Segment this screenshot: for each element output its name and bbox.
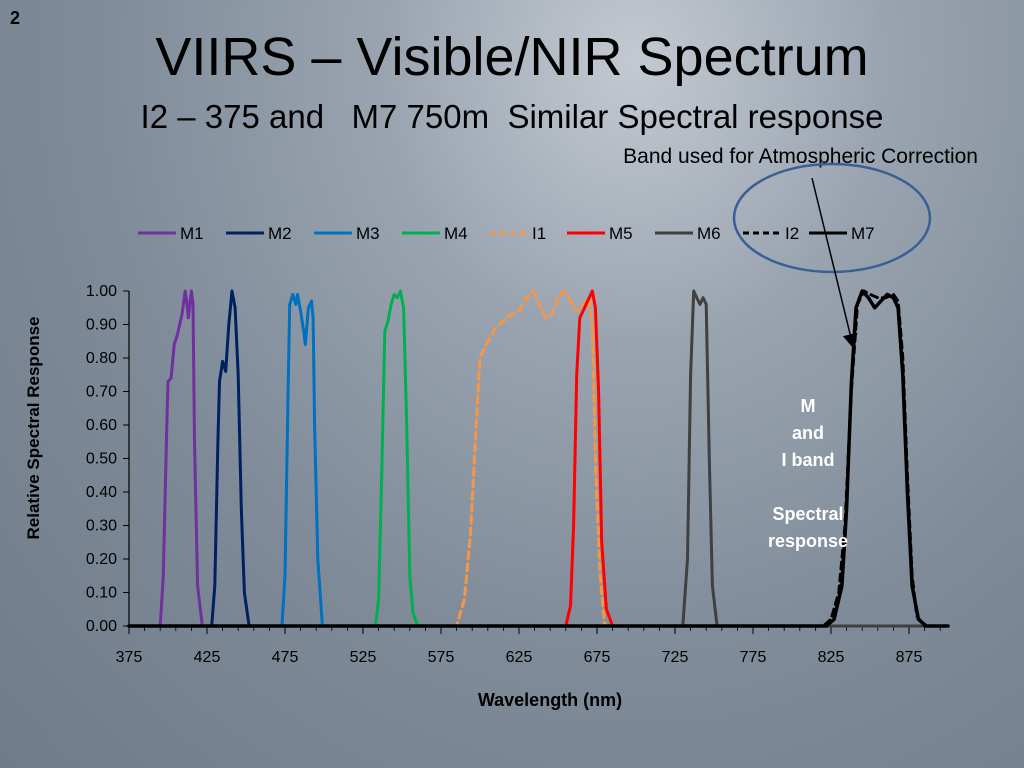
series-i1-line [127, 289, 950, 628]
y-tick-label: 0.00 [86, 618, 117, 635]
series-m6-line [127, 289, 950, 628]
slide-number: 2 [10, 8, 21, 28]
legend-label-m3: M3 [356, 224, 380, 243]
series-m2-line [127, 289, 950, 628]
y-tick-label: 0.30 [86, 518, 117, 535]
y-tick-label: 0.80 [86, 350, 117, 367]
band-note-line: M [800, 396, 816, 416]
legend-label-m1: M1 [180, 224, 204, 243]
y-tick-label: 0.40 [86, 484, 117, 501]
legend-label-m5: M5 [609, 224, 633, 243]
y-tick-label: 0.70 [86, 384, 117, 401]
series-m5-line [127, 289, 950, 628]
y-tick-label: 0.10 [86, 585, 117, 602]
x-tick-label: 375 [116, 649, 143, 666]
slide-title: VIIRS – Visible/NIR Spectrum [155, 27, 869, 87]
band-note-line: I band [781, 450, 835, 470]
y-tick-label: 1.00 [86, 283, 117, 300]
series-m1-line [127, 289, 950, 628]
x-axis-label: Wavelength (nm) [477, 690, 623, 710]
legend-label-i1: I1 [532, 224, 546, 243]
series-m4-line [127, 289, 950, 628]
x-tick-label: 775 [740, 649, 767, 666]
x-tick-label: 425 [194, 649, 221, 666]
x-tick-label: 675 [584, 649, 611, 666]
y-tick-label: 0.60 [86, 417, 117, 434]
y-axis-label: Relative Spectral Response [24, 316, 43, 540]
highlight-ellipse [732, 162, 932, 274]
series-m7-line [127, 289, 950, 628]
x-tick-label: 525 [350, 649, 377, 666]
x-tick-label: 725 [662, 649, 689, 666]
x-tick-label: 575 [428, 649, 455, 666]
band-response-note: M and I band Spectral response [748, 393, 868, 555]
legend-label-m6: M6 [697, 224, 721, 243]
x-tick-label: 875 [896, 649, 923, 666]
y-tick-label: 0.90 [86, 317, 117, 334]
series-m3-line [127, 292, 950, 628]
x-tick-label: 475 [272, 649, 299, 666]
legend-label-i2: I2 [785, 224, 799, 243]
band-note-line: Spectral [772, 504, 844, 524]
atmospheric-correction-note: Band used for Atmospheric Correction [623, 145, 978, 168]
y-tick-label: 0.20 [86, 551, 117, 568]
legend-label-m2: M2 [268, 224, 292, 243]
x-tick-label: 825 [818, 649, 845, 666]
legend-label-m4: M4 [444, 224, 468, 243]
band-note-line: response [767, 531, 849, 551]
annotation-arrow [811, 177, 858, 349]
legend-label-m7: M7 [851, 224, 875, 243]
slide-subtitle: I2 – 375 and M7 750m Similar Spectral re… [140, 98, 884, 135]
x-tick-label: 625 [506, 649, 533, 666]
y-tick-label: 0.50 [86, 451, 117, 468]
band-note-line: and [791, 423, 824, 443]
